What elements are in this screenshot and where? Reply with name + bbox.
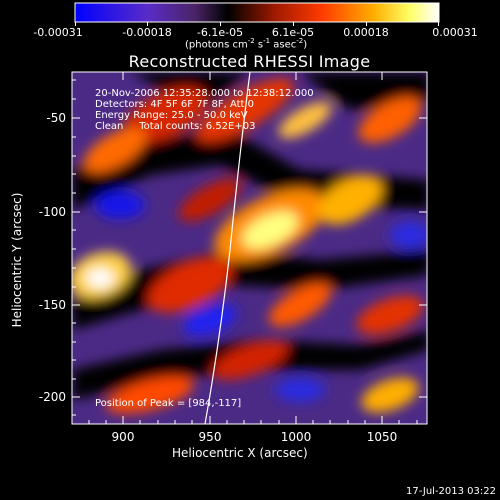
footer-date: 17-Jul-2013 03:22 xyxy=(405,486,496,497)
x-axis-ticks xyxy=(88,72,418,424)
colorbar-label: -0.00018 xyxy=(122,26,172,39)
energy-range: Energy Range: 25.0 - 50.0 keV xyxy=(95,110,248,121)
plot-frame xyxy=(71,71,428,425)
colorbar-tick xyxy=(366,22,367,26)
y-tick-label: -50 xyxy=(46,111,66,125)
colorbar-tick xyxy=(147,22,148,26)
colorbar-label: 0.00031 xyxy=(432,26,478,39)
colorbar-tick xyxy=(220,22,221,26)
y-tick-label: -200 xyxy=(38,390,66,404)
x-tick-label: 900 xyxy=(111,430,135,444)
x-tick-label: 1050 xyxy=(366,430,398,444)
colorbar-label: 6.1e-05 xyxy=(271,26,315,39)
x-axis-label: Heliocentric X (arcsec) xyxy=(172,446,308,460)
detectors-info: Detectors: 4F 5F 6F 7F 8F, Att 0 xyxy=(95,99,255,110)
colorbar-units: (photons cm-2 s-1 asec-2) xyxy=(185,37,308,51)
colorbar-label: 0.00018 xyxy=(343,26,389,39)
y-tick-label: -150 xyxy=(38,298,66,312)
y-axis-ticks xyxy=(72,79,427,416)
colorbar-tick xyxy=(293,22,294,26)
colorbar-label: -6.1e-05 xyxy=(196,26,244,39)
observation-time: 20-Nov-2006 12:35:28.000 to 12:38:12.000 xyxy=(95,88,314,99)
peak-position: Position of Peak = [984,-117] xyxy=(95,398,242,409)
colorbar-label: -0.00031 xyxy=(33,26,83,39)
colorbar xyxy=(74,2,440,23)
x-tick-label: 950 xyxy=(198,430,222,444)
x-tick-label: 1000 xyxy=(280,430,312,444)
colorbar-tick xyxy=(75,22,76,26)
solar-limb xyxy=(204,72,251,424)
clean-counts: Clean Total counts: 6.52E+03 xyxy=(95,121,256,132)
y-axis-label: Heliocentric Y (arcsec) xyxy=(10,192,24,328)
plot-title: Reconstructed RHESSI Image xyxy=(128,52,371,71)
rhessi-image xyxy=(72,72,427,424)
colorbar-tick xyxy=(438,22,439,26)
y-tick-label: -100 xyxy=(38,205,66,219)
